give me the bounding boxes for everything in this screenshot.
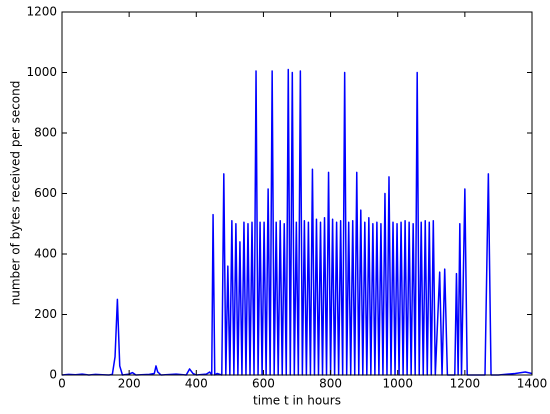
y-tick-label: 600 (34, 186, 57, 200)
x-tick-label: 800 (319, 377, 342, 391)
x-tick-label: 400 (185, 377, 208, 391)
data-line (61, 68, 533, 376)
y-tick-label: 1200 (26, 5, 57, 19)
y-tick-label: 1000 (26, 65, 57, 79)
x-tick-label: 600 (252, 377, 275, 391)
y-axis-label: number of bytes received per second (9, 81, 23, 306)
x-axis-label: time t in hours (253, 394, 341, 408)
x-tick-label: 0 (58, 377, 66, 391)
y-tick-label: 800 (34, 126, 57, 140)
y-tick-label: 200 (34, 307, 57, 321)
x-tick-label: 1000 (382, 377, 413, 391)
x-tick-label: 1400 (517, 377, 548, 391)
y-tick-label: 0 (49, 368, 57, 382)
y-tick-label: 400 (34, 247, 57, 261)
x-tick-label: 1200 (450, 377, 481, 391)
x-tick-label: 200 (118, 377, 141, 391)
